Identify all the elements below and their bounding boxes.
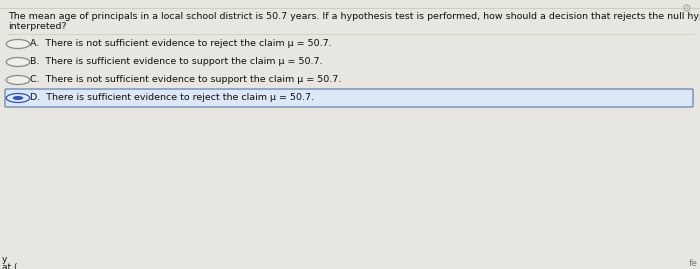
Text: The mean age of principals in a local school district is 50.7 years. If a hypoth: The mean age of principals in a local sc… [8, 12, 700, 21]
Text: C.  There is not sufficient evidence to support the claim μ = 50.7.: C. There is not sufficient evidence to s… [30, 76, 342, 84]
Text: interpreted?: interpreted? [8, 22, 66, 31]
Ellipse shape [6, 40, 29, 48]
FancyBboxPatch shape [5, 89, 693, 107]
Text: B.  There is sufficient evidence to support the claim μ = 50.7.: B. There is sufficient evidence to suppo… [30, 58, 323, 66]
Text: D.  There is sufficient evidence to reject the claim μ = 50.7.: D. There is sufficient evidence to rejec… [30, 94, 314, 102]
Ellipse shape [6, 76, 29, 84]
Ellipse shape [6, 58, 29, 66]
Text: fe: fe [689, 259, 698, 268]
Text: y: y [2, 255, 8, 264]
Text: A.  There is not sufficient evidence to reject the claim μ = 50.7.: A. There is not sufficient evidence to r… [30, 40, 332, 48]
Ellipse shape [13, 96, 23, 100]
Text: at (: at ( [2, 263, 18, 269]
Text: ⚙: ⚙ [682, 4, 692, 14]
Ellipse shape [6, 94, 29, 102]
